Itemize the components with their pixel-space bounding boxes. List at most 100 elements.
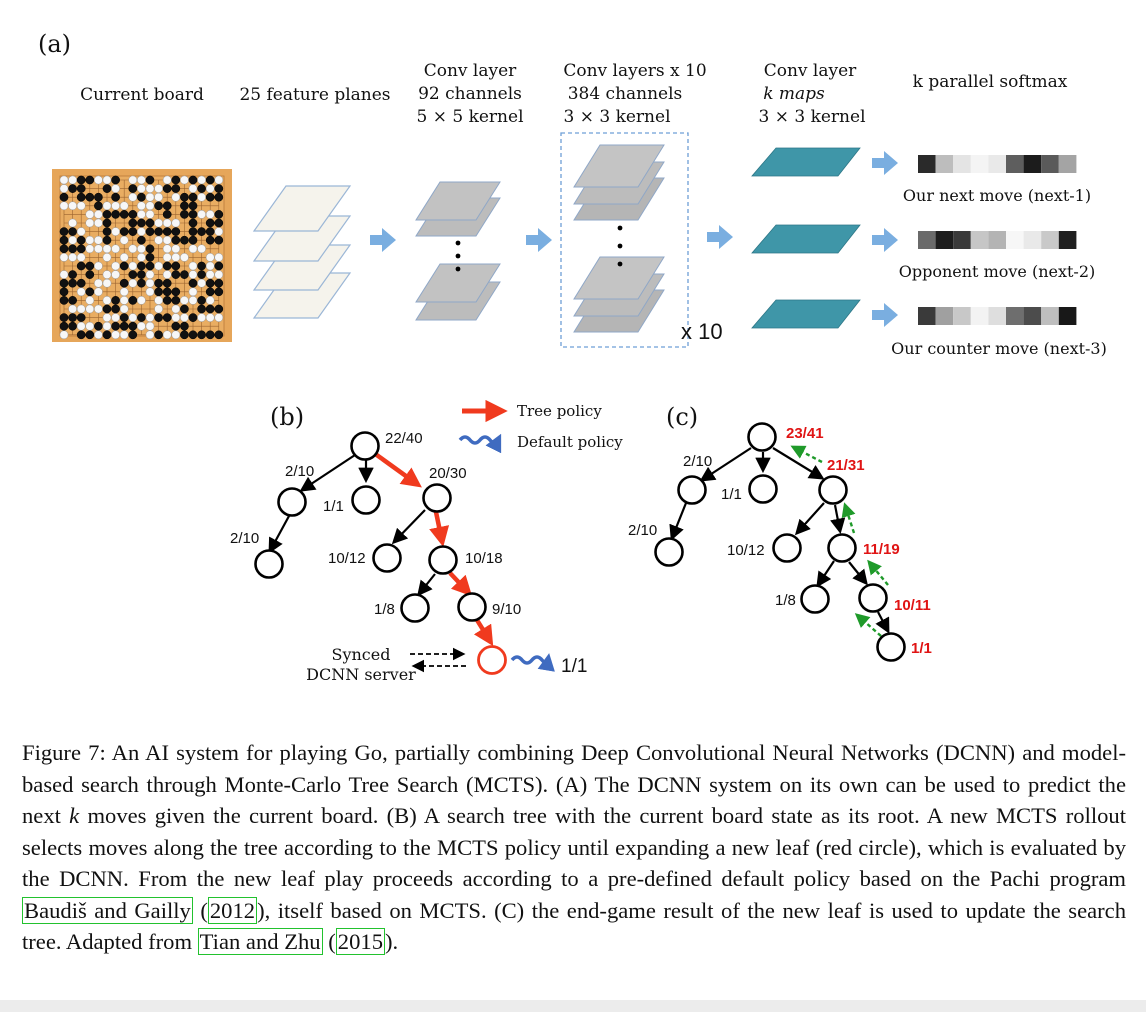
tree-edge [417, 573, 436, 597]
figure-caption: Figure 7: An AI system for playing Go, p… [22, 737, 1126, 958]
white-stone [111, 227, 120, 236]
black-stone [59, 235, 69, 245]
black-stone [180, 210, 189, 219]
tree-node-root [747, 422, 777, 452]
white-stone [94, 244, 103, 254]
white-stone [188, 261, 198, 271]
softmax-cell [1006, 307, 1024, 325]
server-label-line1: Synced [332, 645, 391, 664]
black-stone [59, 296, 69, 305]
white-stone [162, 330, 172, 340]
black-stone [214, 304, 224, 314]
white-stone [94, 175, 103, 185]
white-stone [119, 287, 129, 297]
node-label: 2/10 [628, 522, 657, 539]
tree-node [818, 475, 848, 505]
black-stone [214, 287, 224, 297]
citation-link-2015[interactable]: 2015 [335, 928, 385, 955]
updated-label: 23/41 [786, 425, 824, 442]
white-stone [59, 270, 69, 279]
white-stone [102, 270, 112, 279]
white-stone [154, 184, 163, 193]
black-stone [137, 235, 146, 245]
black-stone [162, 313, 172, 322]
black-stone [68, 278, 77, 288]
softmax-cell [1023, 307, 1042, 325]
white-stone [205, 296, 215, 305]
white-stone [102, 296, 112, 305]
citation-link-baudis-gailly[interactable]: Baudiš and Gailly [22, 896, 193, 924]
black-stone [171, 175, 181, 185]
white-stone [102, 201, 112, 211]
white-stone [188, 244, 198, 254]
black-stone [137, 261, 146, 271]
white-stone [205, 261, 215, 271]
white-stone [214, 313, 224, 322]
white-stone [214, 227, 224, 236]
black-stone [162, 278, 172, 288]
legend-default-policy: Default policy [517, 433, 623, 451]
white-stone [119, 304, 129, 314]
citation-link-2012[interactable]: 2012 [207, 896, 258, 924]
white-stone [111, 244, 120, 254]
black-stone [119, 321, 129, 331]
black-stone [145, 253, 155, 262]
black-stone [59, 227, 69, 236]
feature-planes [252, 185, 352, 319]
black-stone [137, 192, 146, 202]
white-stone [171, 313, 181, 322]
black-stone [171, 184, 181, 193]
black-stone [154, 201, 163, 211]
white-stone [119, 201, 129, 211]
black-stone [145, 218, 155, 228]
white-stone [137, 244, 146, 254]
white-stone [171, 218, 181, 228]
black-stone [180, 330, 189, 340]
white-stone [197, 192, 206, 202]
header-current-board: Current board [80, 85, 204, 105]
tree-node [772, 533, 802, 563]
white-stone [145, 270, 155, 279]
white-stone [180, 296, 189, 305]
white-stone [85, 210, 95, 219]
white-stone [197, 210, 206, 219]
white-stone [119, 235, 129, 245]
softmax-strips [918, 155, 1077, 325]
white-stone [94, 278, 103, 288]
white-stone [162, 175, 172, 185]
white-stone [59, 201, 69, 211]
black-stone [214, 210, 224, 219]
tree-node [372, 543, 402, 573]
black-stone [76, 330, 86, 340]
black-stone [128, 321, 138, 331]
white-stone [76, 201, 86, 211]
black-stone [180, 321, 189, 331]
header-convk-line1: Conv layer [764, 61, 857, 81]
black-stone [111, 192, 120, 202]
softmax-cell [918, 231, 936, 249]
white-stone [171, 192, 181, 202]
black-stone [68, 227, 77, 236]
backup-arrow [854, 613, 882, 637]
black-stone [205, 192, 215, 202]
black-stone [85, 261, 95, 271]
black-stone [59, 287, 69, 297]
node-label: 1/1 [721, 486, 742, 503]
white-stone [197, 244, 206, 254]
updated-label: 10/11 [894, 597, 931, 614]
softmax-cell [970, 307, 989, 325]
black-stone [214, 184, 224, 193]
black-stone [205, 227, 215, 236]
softmax-cell [970, 231, 989, 249]
go-board [52, 169, 232, 342]
softmax-cell [1023, 231, 1042, 249]
black-stone [214, 278, 224, 288]
white-stone [85, 296, 95, 305]
citation-link-tian-zhu[interactable]: Tian and Zhu [197, 928, 323, 955]
white-stone [205, 184, 215, 193]
black-stone [188, 192, 198, 202]
black-stone [119, 313, 129, 322]
black-stone [188, 235, 198, 245]
white-stone [145, 278, 155, 288]
softmax-cell [953, 231, 971, 249]
